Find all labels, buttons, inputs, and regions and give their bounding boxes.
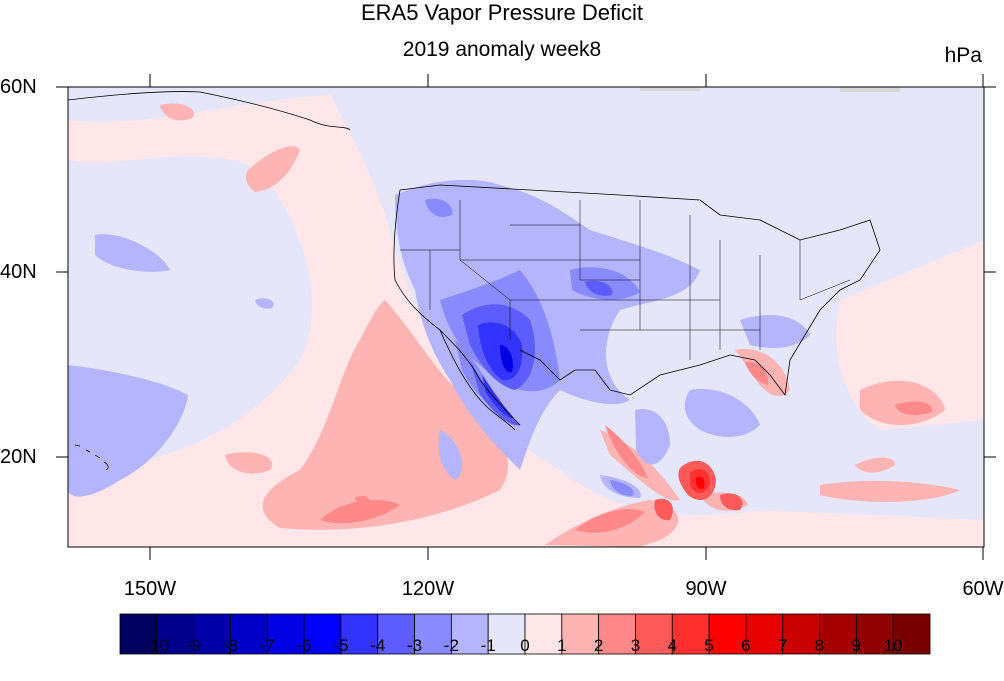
lon-label-150w: 150W (123, 578, 177, 600)
colorbar-swatch (487, 613, 526, 655)
colorbar-swatch (193, 613, 231, 655)
colorbar-swatch (855, 613, 894, 655)
colorbar-swatch (745, 613, 784, 655)
colorbar-swatch (524, 613, 563, 655)
colorbar-tick-label: 4 (667, 636, 677, 655)
colorbar-swatch (819, 613, 857, 655)
colorbar-swatch (598, 613, 636, 655)
colorbar-swatch (266, 613, 305, 655)
lat-label-40n: 40N (0, 261, 37, 283)
colorbar-tick-label: -3 (406, 636, 423, 655)
colorbar-tick-label: -2 (443, 636, 459, 655)
anomaly-field (68, 87, 984, 547)
colorbar-tick-label: 6 (741, 636, 751, 655)
colorbar-swatch (892, 613, 931, 655)
lon-label-120w: 120W (401, 578, 455, 600)
colorbar-tick-label: -7 (259, 636, 275, 655)
colorbar-swatch (561, 613, 600, 655)
colorbar-tick-label: -10 (144, 636, 170, 655)
axis-ticks (56, 74, 996, 560)
units-label: hPa (944, 44, 982, 67)
colorbar-tick-label: 10 (883, 636, 903, 655)
colorbar-swatch (414, 613, 452, 655)
colorbar-swatch (635, 613, 673, 655)
colorbar-tick-label: 8 (814, 636, 825, 655)
coastlines (68, 91, 881, 431)
colorbar-tick-label: -5 (333, 636, 349, 655)
lon-label-90w: 90W (685, 578, 727, 600)
colorbar-tick-label: -9 (186, 636, 202, 655)
colorbar-swatch (230, 613, 268, 655)
map-frame (67, 86, 985, 548)
colorbar-tick-label: 3 (630, 636, 641, 655)
colorbar-swatch (782, 613, 820, 655)
colorbar-swatch (708, 613, 747, 655)
colorbar-tick-label: 1 (557, 636, 567, 655)
colorbar-tick-label: -6 (296, 636, 312, 655)
lat-label-20n: 20N (0, 446, 37, 468)
colorbar-swatch (671, 613, 710, 655)
colorbar (119, 613, 931, 655)
hawaii-islands (74, 444, 109, 471)
colorbar-tick-label: 2 (593, 636, 604, 655)
lat-label-60n: 60N (0, 76, 37, 98)
map-title: ERA5 Vapor Pressure Deficit (360, 0, 644, 25)
colorbar-tick-label: -8 (222, 636, 239, 655)
lon-label-60w: 60W (962, 578, 1004, 600)
map-subtitle: 2019 anomaly week8 (402, 38, 602, 61)
colorbar-tick-label: 0 (520, 636, 530, 655)
colorbar-swatch (303, 613, 342, 655)
colorbar-swatch (119, 613, 158, 655)
colorbar-tick-label: -1 (480, 636, 496, 655)
colorbar-tick-label: 9 (851, 636, 862, 655)
colorbar-swatch (340, 613, 379, 655)
colorbar-swatch (377, 613, 415, 655)
colorbar-tick-label: 5 (704, 636, 714, 655)
colorbar-tick-label: 7 (777, 636, 788, 655)
colorbar-tick-label: -4 (370, 636, 386, 655)
colorbar-swatch (156, 613, 195, 655)
state-borders (400, 200, 851, 360)
